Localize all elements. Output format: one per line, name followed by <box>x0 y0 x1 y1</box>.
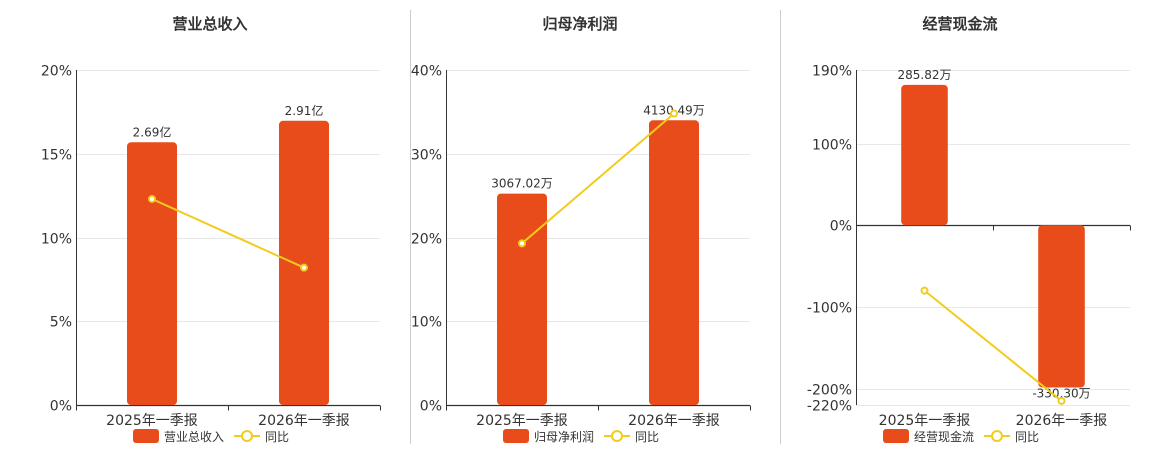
legend-label: 同比 <box>635 430 659 444</box>
legend-swatch-point <box>991 430 1003 442</box>
chart-title: 归母净利润 <box>542 15 617 33</box>
bar-value-label: 2.69亿 <box>133 124 172 139</box>
legend-label: 经营现金流 <box>914 429 974 444</box>
legend-swatch-point <box>241 430 253 442</box>
yoy-point <box>148 194 156 203</box>
x-tick-label: 2026年一季报 <box>258 413 350 429</box>
y-tick-label: 20% <box>411 232 442 248</box>
x-tick-label: 2025年一季报 <box>106 413 198 429</box>
chart-panel-3: 经营现金流 190% 100% 0% -100% -200%-220% 2025年一季报 20… <box>807 15 1131 444</box>
legend-swatch-bar <box>133 429 159 443</box>
yoy-point <box>920 286 929 295</box>
y-tick-label: 0% <box>50 399 72 415</box>
x-tick-label: 2026年一季报 <box>628 413 720 429</box>
y-tick-label: 10% <box>41 232 72 248</box>
legend: 归母净利润 同比 <box>503 429 659 444</box>
legend-label: 营业总收入 <box>164 430 224 444</box>
legend-label: 同比 <box>1015 430 1039 444</box>
bar-value-label: 285.82万 <box>898 68 952 82</box>
bar <box>497 193 547 405</box>
y-tick-label: 40% <box>411 64 442 80</box>
bar-value-label: 2.91亿 <box>285 103 324 118</box>
legend-label: 同比 <box>265 430 289 444</box>
y-tick-label: -200% <box>807 383 852 399</box>
bar <box>649 120 699 405</box>
y-tick-label: -220% <box>807 399 852 415</box>
legend-swatch-bar <box>883 429 909 443</box>
yoy-point <box>670 109 678 118</box>
legend-label: 归母净利润 <box>534 430 594 444</box>
y-tick-label: 30% <box>411 148 442 164</box>
bar-value-label: 3067.02万 <box>491 177 553 191</box>
y-tick-label: 190% <box>812 64 852 80</box>
y-tick-label: 0% <box>830 219 852 235</box>
bar <box>901 84 948 226</box>
legend-swatch-bar <box>503 429 529 443</box>
y-tick-label: 100% <box>812 138 852 154</box>
chart-title: 营业总收入 <box>172 15 247 33</box>
y-tick-label: 15% <box>41 148 72 164</box>
yoy-point <box>1057 396 1066 405</box>
yoy-point <box>300 263 308 272</box>
bar <box>127 142 177 405</box>
legend: 营业总收入 同比 <box>133 429 289 444</box>
x-tick-label: 2025年一季报 <box>476 413 568 429</box>
yoy-line <box>923 289 1063 402</box>
yoy-line <box>521 112 675 245</box>
chart-title: 经营现金流 <box>922 15 997 33</box>
y-tick-label: -100% <box>807 301 852 317</box>
bar <box>279 120 329 405</box>
y-tick-label: 20% <box>41 64 72 80</box>
bar <box>1038 225 1085 388</box>
chart-panel-2: 归母净利润 0% 10% 20% 30% 40% 2025年一季报 2026年一季报 3067.… <box>411 15 751 444</box>
yoy-line <box>151 198 305 269</box>
x-tick-label: 2026年一季报 <box>1016 413 1108 429</box>
y-tick-label: 0% <box>420 399 442 415</box>
y-tick-label: 5% <box>50 315 72 331</box>
legend: 经营现金流 同比 <box>883 429 1039 444</box>
yoy-point <box>518 239 526 248</box>
y-tick-label: 10% <box>411 315 442 331</box>
legend-swatch-point <box>611 430 623 442</box>
x-tick-label: 2025年一季报 <box>879 413 971 429</box>
chart-panel-1: 营业总收入 0% 5% 10% 15% 20% 2025年一季报 2026年一季报 2.69亿 2… <box>41 15 381 444</box>
